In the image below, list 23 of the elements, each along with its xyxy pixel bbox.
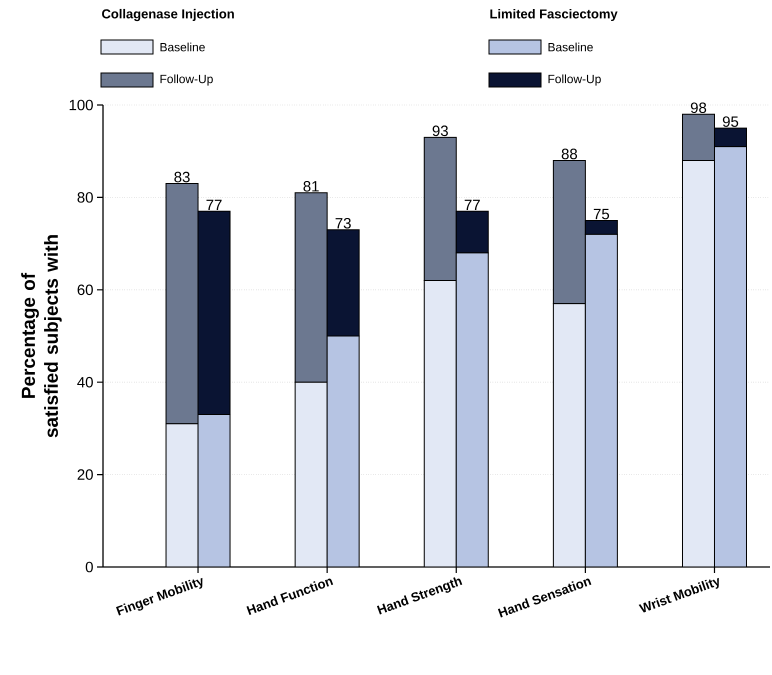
- total-label: 95: [722, 116, 738, 127]
- total-label: 83: [174, 172, 190, 182]
- legend-label: Baseline: [160, 42, 205, 52]
- y-tick-label: 20: [78, 469, 93, 480]
- legend-label: Baseline: [548, 42, 593, 52]
- legend-label: Follow-Up: [160, 74, 213, 86]
- total-label: 93: [432, 126, 448, 136]
- legend-title: Collagenase Injection: [102, 8, 234, 22]
- total-label: 77: [206, 200, 222, 210]
- total-label: 75: [594, 208, 610, 220]
- y-tick-label: 60: [78, 284, 93, 296]
- total-label: 73: [336, 218, 351, 229]
- y-tick-label: 0: [86, 562, 93, 572]
- total-label: 98: [690, 102, 706, 114]
- y-tick-label: 40: [77, 376, 93, 388]
- total-label: 77: [464, 200, 480, 210]
- total-label: 81: [303, 181, 319, 192]
- legend-title: Limited Fasciectomy: [490, 8, 618, 22]
- y-tick-label: 100: [70, 100, 93, 110]
- y-tick-label: 80: [78, 192, 93, 203]
- y-axis-title: Percentage of satisfied subjects with: [21, 235, 62, 438]
- total-label: 88: [562, 148, 578, 160]
- legend-label: Follow-Up: [548, 74, 601, 86]
